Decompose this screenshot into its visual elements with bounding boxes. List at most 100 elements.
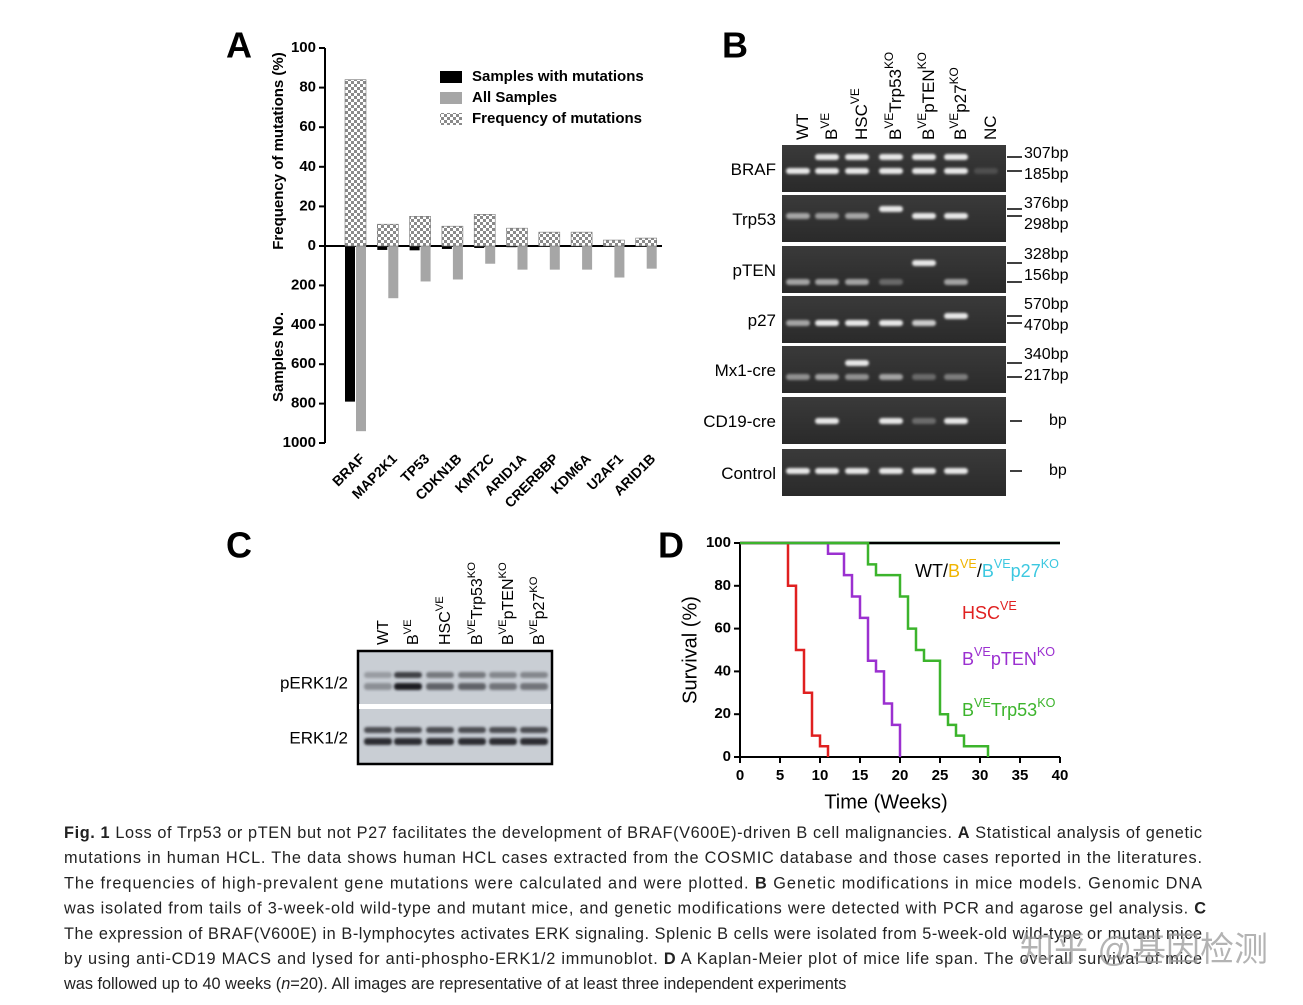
gel-band [879,320,903,326]
gel-band [879,418,903,424]
legend-swatch [440,71,462,83]
text-part: B [469,634,486,645]
gel-band [879,374,903,380]
text-part: VE [960,557,977,571]
bar [344,79,367,247]
bar [388,246,399,299]
gel-band [815,374,839,380]
lane-label: BVEp27KO [947,67,970,140]
text-part: B [948,561,960,581]
legend-swatch [440,92,462,104]
caption-line: Fig. 1 Loss of Trp53 or pTEN but not P27… [64,824,1202,842]
gel-band [845,279,869,285]
y-tick-label: 100 [291,39,316,56]
y-axis-label: Survival (%) [679,596,701,704]
y2-axis-label: Samples No. [270,312,287,402]
y-axis-label: Frequency of mutations (%) [270,52,287,250]
x-tick-label: 30 [972,767,989,784]
panel-letter: B [722,25,748,66]
gel-band [786,374,810,380]
text-part: n [281,975,290,993]
text-part: A [958,824,970,842]
size-label: 570bp [1024,296,1069,313]
blot-band [364,672,392,678]
caption-line: mutations in human HCL. The data shows h… [64,849,1202,867]
text-part: B [531,634,548,645]
blot-gap [359,704,551,709]
text-part: =20). All images are representative of a… [290,975,846,993]
bar [614,246,625,278]
gel-strip [782,246,1006,293]
legend-label: All Samples [472,89,557,106]
x-tick-label: 15 [852,767,869,784]
panel-letter: D [658,525,684,566]
gel-band [786,468,810,474]
blot-band [458,738,486,745]
gel-band [879,168,903,174]
text-part: B [951,129,970,140]
blot-band [364,727,392,733]
bar [473,214,496,247]
watermark: 知乎 @基因检测 [1020,931,1268,969]
y2-tick-label: 400 [291,316,316,333]
text-part: NC [981,115,1000,140]
lane-label: BVE [402,619,422,645]
blot-band [489,738,517,745]
gel-band [944,468,968,474]
text-part: VE [1000,599,1017,613]
gel-band [912,418,936,424]
bar [506,246,517,248]
lane-label: NC [981,115,1000,140]
x-tick-label: 35 [1012,767,1029,784]
gel-band [786,279,810,285]
caption-line: by using anti-CD19 MACS and lysed for an… [64,950,1202,968]
lane-label: BVE [818,113,841,140]
gel-band [879,206,903,212]
x-tick-label: 25 [932,767,949,784]
text-part: WT [793,114,812,140]
text-part: pTEN [991,649,1037,669]
blot-band [520,683,548,690]
y-tick-label: 60 [299,118,316,135]
x-tick-label: 20 [892,767,909,784]
text-part: Fig. 1 [64,824,110,842]
gel-band [815,468,839,474]
text-part: A Kaplan-Meier plot of mice life span. T… [676,950,1202,968]
text-part: by using anti-CD19 MACS and lysed for an… [64,950,663,968]
lane-label: BVEpTENKO [497,562,517,645]
text-part: B [755,875,767,893]
gel-band [944,374,968,380]
gel-band [815,418,839,424]
text-part: was followed up to 40 weeks ( [63,975,282,993]
panel-letter: C [226,525,252,566]
gel-band [845,213,869,219]
blot-band [489,727,517,733]
blot-band [489,672,517,678]
gel-band [944,154,968,160]
text-part: KO [466,562,478,578]
blot-band [458,727,486,733]
x-tick-label: 5 [776,767,784,784]
bar [603,239,625,247]
gel-band [912,260,936,266]
gel-band [912,213,936,219]
text-part: KO [915,52,929,69]
row-label: Trp53 [732,210,776,229]
blot-band [520,727,548,733]
x-axis-label: Time (Weeks) [824,791,947,813]
gel-band [786,320,810,326]
panel-letter: A [226,25,252,66]
text-part: VE [974,645,991,659]
blot-band [426,683,454,690]
gel-band [912,320,936,326]
y-tick-label: 0 [723,748,731,765]
blot-band [394,738,422,745]
gel-band [879,468,903,474]
y-tick-label: 80 [714,577,731,594]
bar [441,246,452,249]
size-label: bp [1049,412,1067,429]
size-label: bp [1049,462,1067,479]
bar [485,246,496,264]
